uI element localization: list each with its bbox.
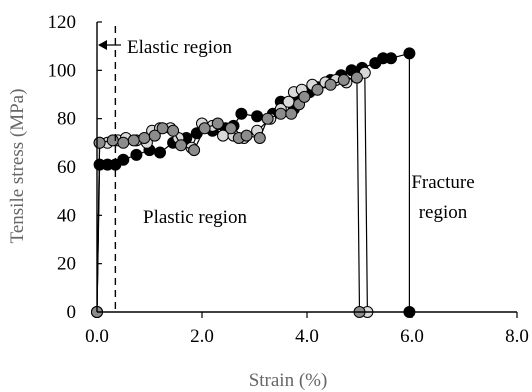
data-point xyxy=(188,144,201,157)
data-point xyxy=(117,136,130,149)
series-line xyxy=(96,71,368,313)
data-point xyxy=(235,107,248,120)
x-tick-label: 6.0 xyxy=(400,326,424,347)
x-tick-label: 2.0 xyxy=(190,326,214,347)
data-point xyxy=(274,107,287,120)
arrow-head xyxy=(98,40,107,50)
data-point xyxy=(253,132,266,144)
data-point xyxy=(403,47,416,60)
x-axis-title: Strain (%) xyxy=(249,370,328,391)
data-point xyxy=(211,117,224,130)
data-point xyxy=(117,153,130,166)
data-point xyxy=(285,107,298,120)
data-point xyxy=(311,83,324,96)
elastic-region-label: Elastic region xyxy=(127,37,232,58)
data-point xyxy=(282,95,295,108)
x-tick-label: 0.0 xyxy=(85,326,109,347)
y-tick-label: 120 xyxy=(48,12,77,33)
data-point xyxy=(298,90,311,103)
y-tick-label: 80 xyxy=(57,109,76,130)
series-1 xyxy=(91,66,374,318)
y-tick-label: 20 xyxy=(57,254,76,275)
axes xyxy=(96,22,517,313)
data-point xyxy=(93,136,106,149)
data-point xyxy=(385,52,397,65)
series-2 xyxy=(91,71,366,318)
fracture-region-label-line1: Fracture xyxy=(411,172,474,193)
data-point xyxy=(350,71,363,84)
x-tick-label: 4.0 xyxy=(295,326,319,347)
data-point xyxy=(224,122,237,135)
data-point xyxy=(106,134,119,147)
data-point xyxy=(240,129,253,142)
data-point xyxy=(324,78,337,91)
x-tick-label: 8.0 xyxy=(505,326,529,347)
data-point xyxy=(251,110,264,123)
plastic-region-label: Plastic region xyxy=(143,207,247,228)
data-point xyxy=(138,132,151,144)
x-axis-ticks: 0.0 2.0 4.0 6.0 8.0 xyxy=(85,312,529,347)
data-point xyxy=(127,134,140,147)
y-tick-label: 0 xyxy=(67,302,77,323)
data-point xyxy=(261,112,274,125)
series-line xyxy=(96,52,410,313)
data-point xyxy=(175,139,187,152)
data-point xyxy=(198,122,211,135)
y-axis-ticks: 0 20 40 60 80 100 120 xyxy=(48,12,102,323)
series-layer xyxy=(91,47,416,318)
data-point xyxy=(148,129,161,142)
y-tick-label: 60 xyxy=(57,157,76,178)
data-point xyxy=(156,122,169,135)
data-point xyxy=(130,148,143,161)
data-point xyxy=(167,124,180,137)
y-tick-label: 100 xyxy=(48,60,77,81)
y-tick-label: 40 xyxy=(57,205,76,226)
data-point xyxy=(337,74,350,86)
data-point xyxy=(154,146,166,159)
series-line xyxy=(96,76,361,313)
y-axis-title: Tensile stress (MPa) xyxy=(7,89,28,244)
elastic-region-arrow-icon xyxy=(98,40,121,50)
fracture-region-label-line2: region xyxy=(419,202,468,223)
